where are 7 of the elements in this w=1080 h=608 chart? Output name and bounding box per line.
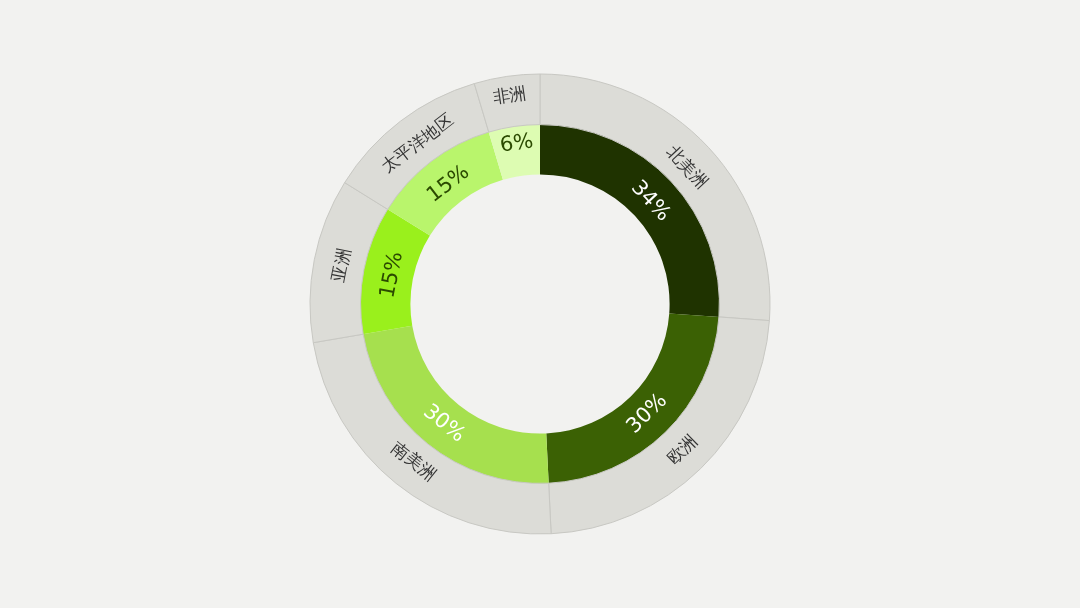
slice-label: 北美洲 bbox=[662, 141, 713, 193]
slice-label: 非洲 bbox=[491, 82, 528, 108]
slice-label: 欧洲 bbox=[662, 430, 701, 469]
data-label: 15% bbox=[374, 249, 407, 300]
data-label: 6% bbox=[498, 128, 535, 157]
slice-label: 亚洲 bbox=[327, 246, 354, 284]
slice-label: 南美洲 bbox=[387, 437, 441, 485]
